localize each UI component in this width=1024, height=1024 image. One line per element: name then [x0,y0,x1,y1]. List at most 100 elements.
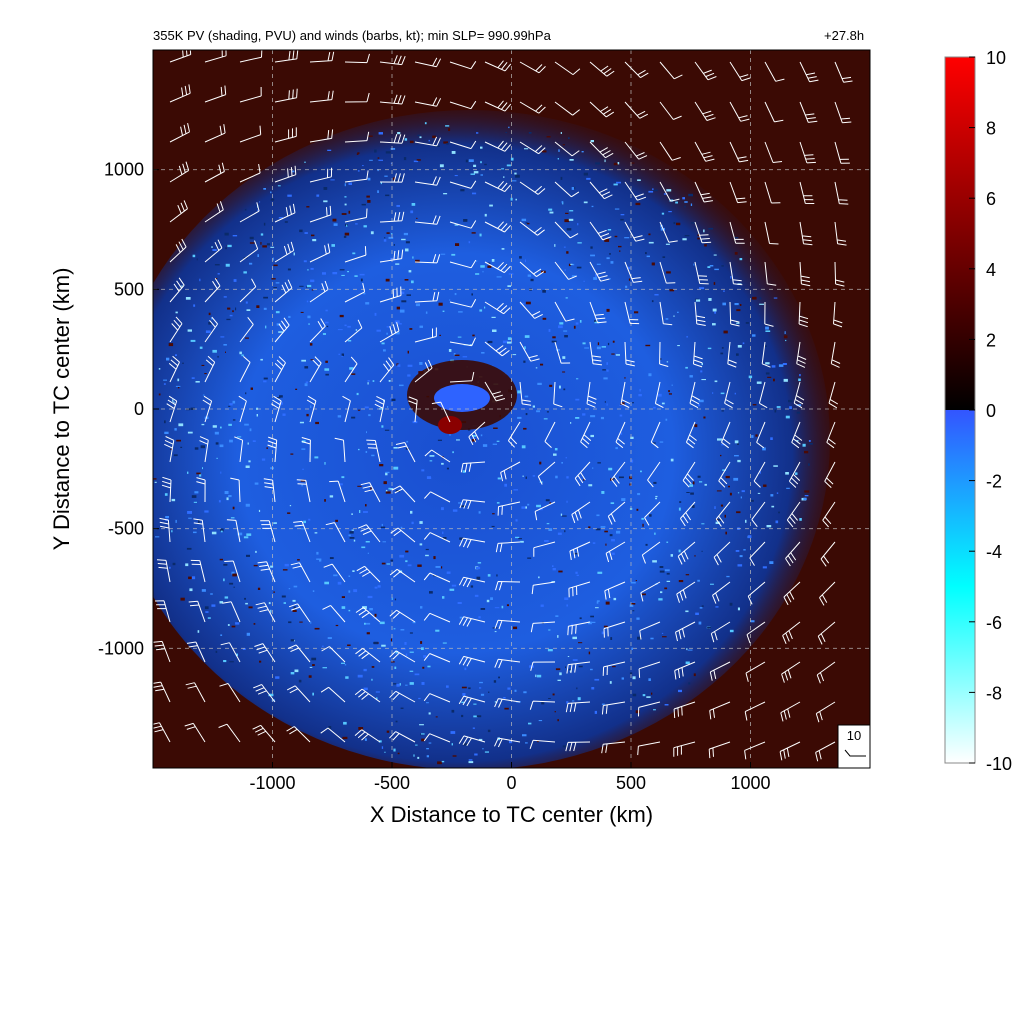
pv-speckle [668,393,672,395]
pv-speckle [245,337,249,339]
wind-barb [519,381,532,406]
pv-speckle [785,415,790,419]
pv-speckle [712,323,716,326]
pv-speckle [809,443,813,445]
pv-speckle [729,492,732,496]
pv-speckle [734,455,739,457]
pv-speckle [225,263,230,267]
pv-speckle [579,320,582,323]
pv-speckle [445,125,450,127]
pv-speckle [572,636,577,640]
pv-speckle [743,549,746,551]
wind-barb [650,421,661,449]
pv-speckle [143,496,145,498]
pv-speckle [228,405,231,407]
pv-speckle [390,397,393,400]
wind-barb [554,141,580,157]
pv-speckle [775,520,779,524]
pv-speckle [448,128,451,131]
pv-speckle [708,227,714,230]
pv-speckle [569,210,574,212]
pv-speckle [220,336,225,338]
wind-barb [423,653,451,663]
pv-speckle [583,201,588,204]
pv-speckle [260,242,262,245]
pv-speckle [736,322,740,324]
pv-speckle [270,609,272,613]
wind-barb [309,167,333,183]
pv-speckle [765,372,770,375]
pv-speckle [259,660,262,663]
pv-speckle [346,224,348,227]
pv-speckle [282,569,288,571]
wind-barb [253,684,276,703]
wind-barb [320,686,346,703]
pv-speckle [482,270,484,273]
wind-barb [239,316,254,343]
pv-speckle [476,132,479,134]
pv-speckle [449,299,451,301]
pv-speckle [542,290,546,293]
wind-barb [638,661,661,678]
pv-speckle [520,540,524,543]
wind-barb [219,683,241,703]
wind-barb [638,701,661,717]
pv-speckle [400,629,405,631]
wind-barb [458,616,486,627]
pv-speckle [323,200,328,203]
pv-speckle [522,734,527,737]
pv-speckle [348,609,351,612]
pv-speckle [330,179,335,181]
wind-barb [153,640,171,663]
pv-speckle [384,751,386,753]
pv-speckle [620,214,625,216]
wind-barb [834,181,849,205]
wind-barb [589,181,613,200]
wind-barb [659,141,681,161]
wind-barb [414,359,433,383]
pv-speckle [660,591,663,594]
colorbar-tick-label: -8 [986,683,1002,703]
wind-barb [424,491,451,503]
wind-barb [414,254,441,264]
pv-speckle [641,517,644,520]
pv-speckle [262,245,267,248]
pv-speckle [332,218,337,222]
pv-speckle [341,606,346,609]
pv-speckle [438,302,443,306]
pv-speckle [208,322,212,325]
pv-speckle [510,197,513,201]
pv-speckle [358,448,360,451]
pv-speckle [734,440,739,444]
pv-speckle [358,727,364,730]
pv-speckle [618,245,622,248]
pv-speckle [312,692,314,696]
wind-barb [239,164,261,183]
pv-speckle [307,284,312,288]
wind-barb [713,541,731,566]
wind-barb [694,181,713,203]
pv-speckle [324,499,326,502]
pv-speckle [322,272,326,275]
pv-speckle [799,374,801,377]
pv-speckle [359,510,361,513]
wind-barb [431,401,451,423]
pv-speckle [566,500,568,503]
wind-barb [569,541,591,560]
pv-speckle [714,268,719,271]
pv-speckle [441,507,444,511]
pv-speckle [542,317,547,320]
pv-speckle [327,149,332,151]
wind-barb [785,541,801,567]
pv-speckle [659,358,662,360]
wind-barb [746,621,766,644]
pv-speckle [690,203,693,206]
pv-speckle [685,366,688,369]
pv-speckle [511,180,517,182]
pv-speckle [664,587,668,590]
colorbar-tick-label: 8 [986,119,996,139]
pv-speckle [324,321,329,324]
pv-speckle [408,270,412,273]
pv-speckle [523,427,527,430]
pv-speckle [657,393,662,397]
